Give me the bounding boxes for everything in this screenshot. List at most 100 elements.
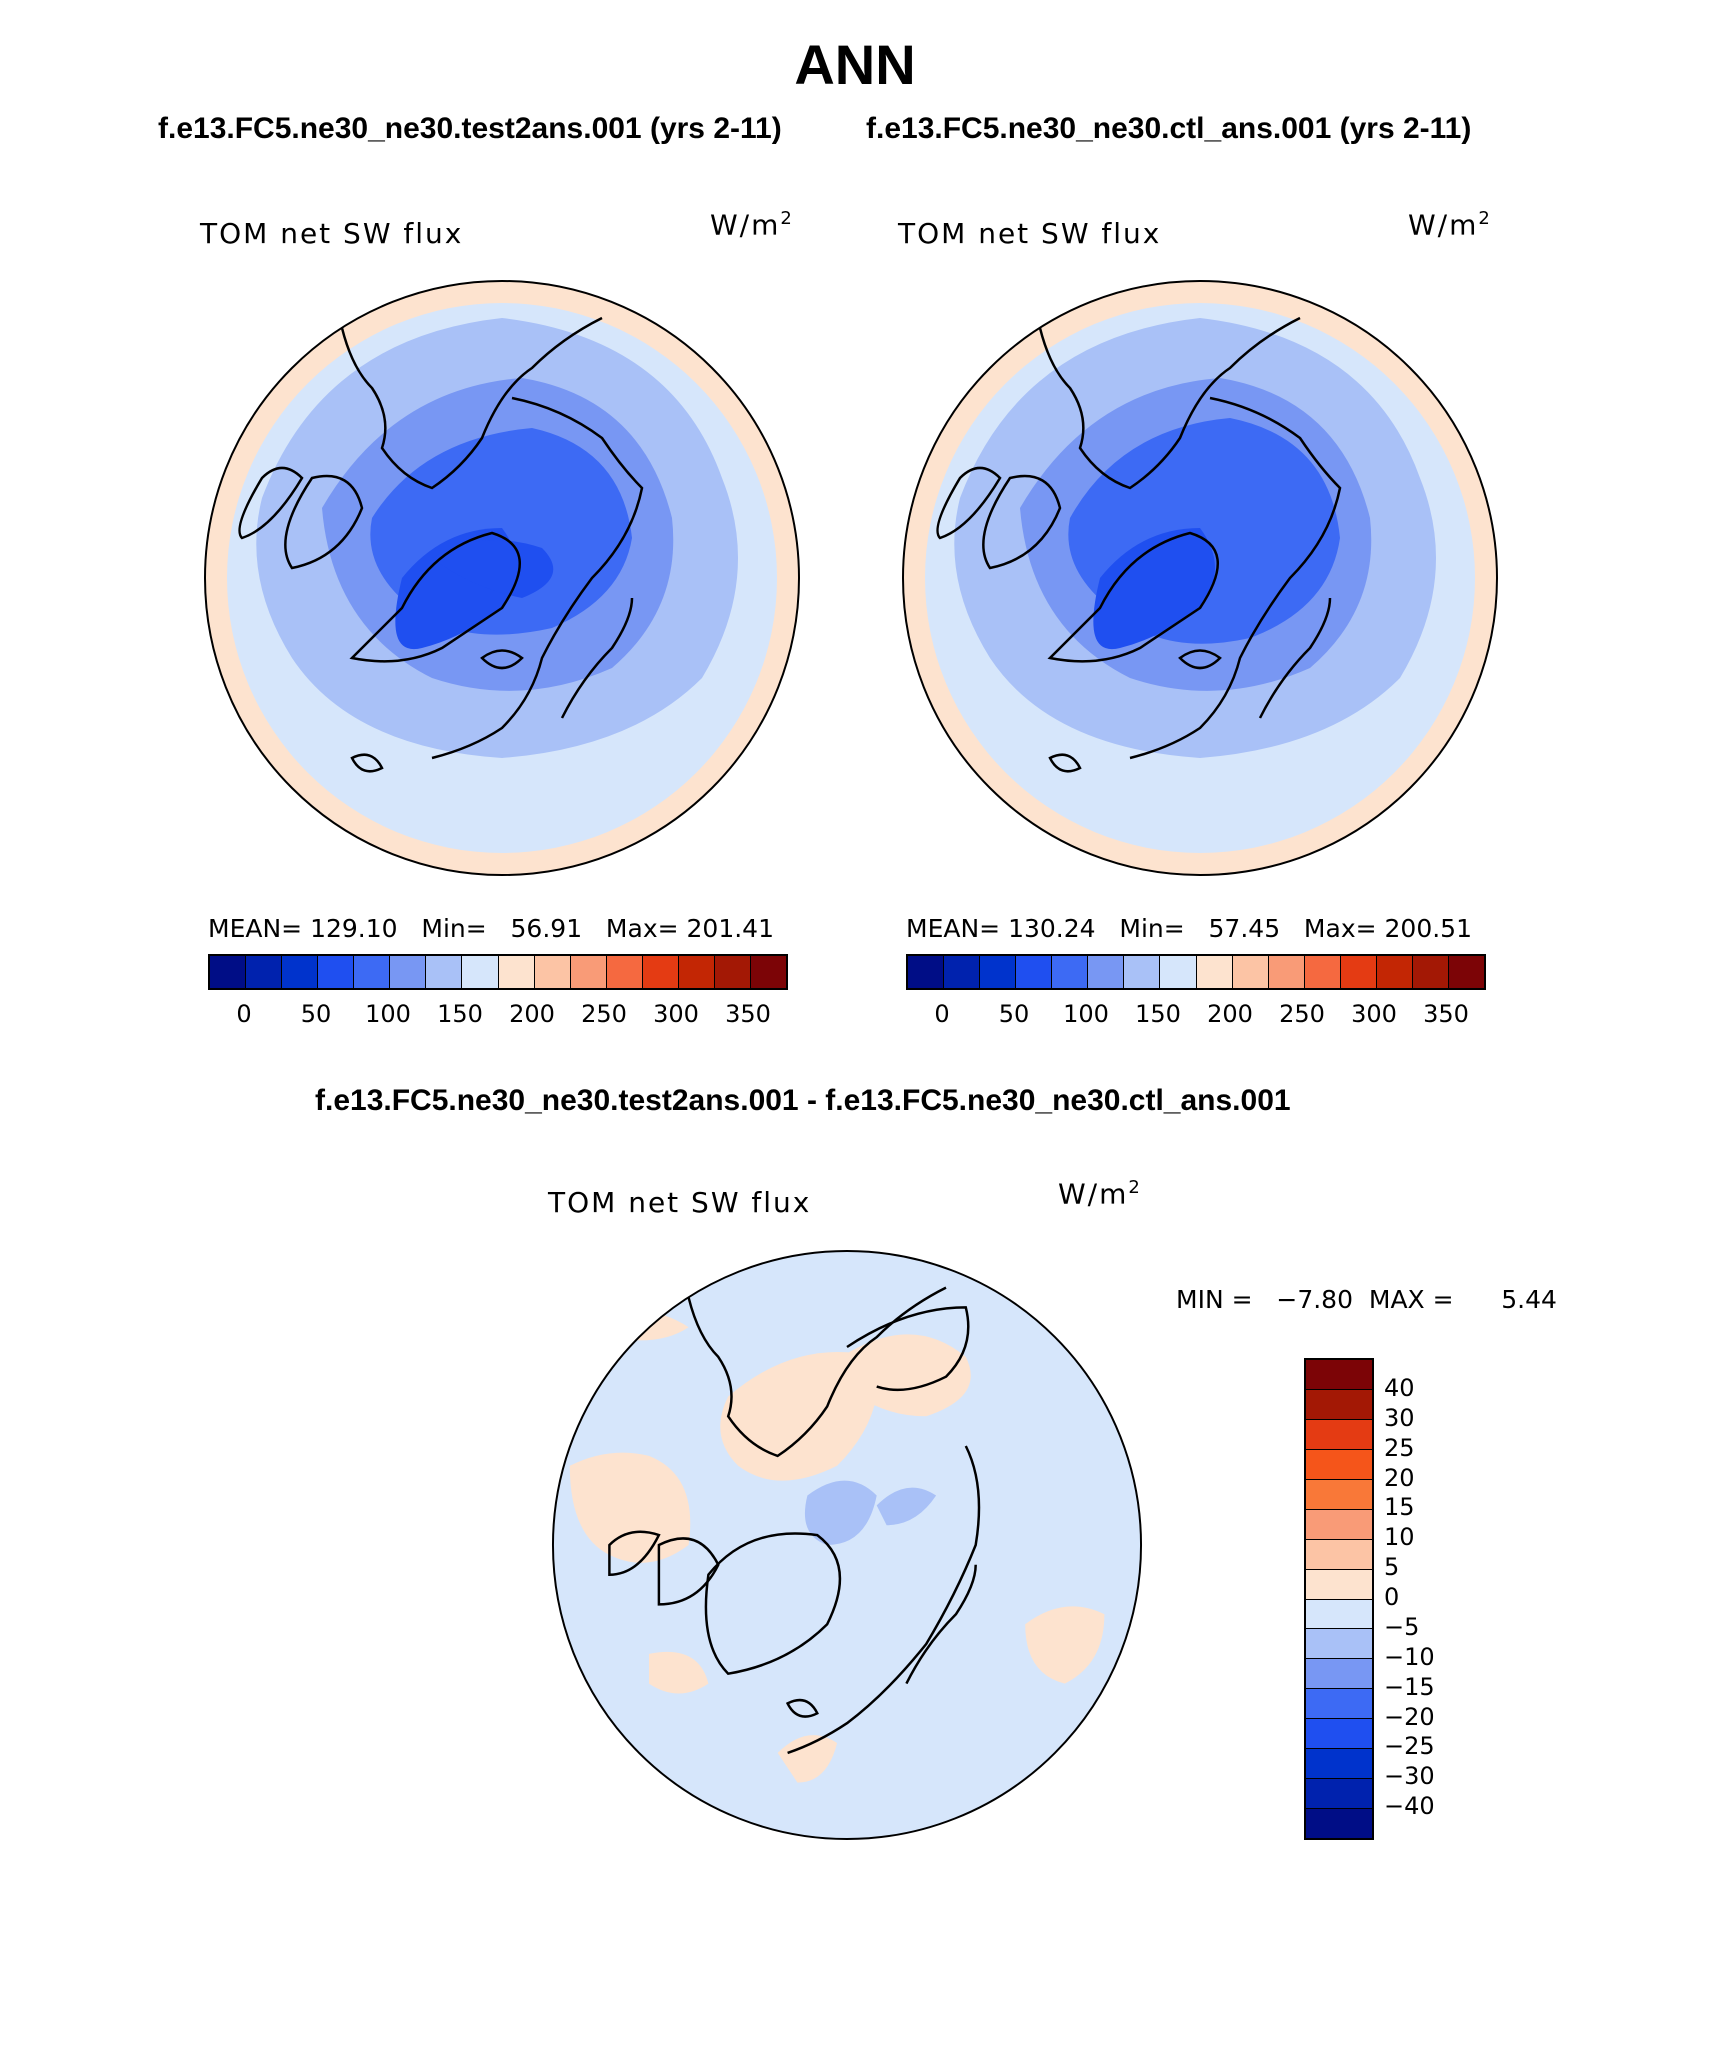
colorbar-cell — [1306, 1360, 1372, 1390]
positive-region — [827, 1334, 971, 1417]
colorbar-tick-label: 200 — [1207, 1000, 1253, 1028]
units-base: W/m — [710, 208, 781, 242]
colorbar-tick-label: 50 — [998, 1000, 1030, 1028]
stats-ctl: MEAN= 130.24 Min= 57.45 Max= 200.51 — [906, 914, 1472, 943]
colorbar-cell — [1306, 1629, 1372, 1660]
colorbar-tick-label: 300 — [653, 1000, 699, 1028]
greenland-deep — [1093, 528, 1215, 650]
subtitle-ctl: f.e13.FC5.ne30_ne30.ctl_ans.001 (yrs 2-1… — [866, 112, 1472, 145]
colorbar-cell — [1306, 1509, 1372, 1540]
colorbar-cell — [1160, 956, 1197, 988]
colorbar-cell — [1306, 1569, 1372, 1600]
positive-region — [649, 1651, 709, 1694]
colorbar-tick-label: 300 — [1351, 1000, 1397, 1028]
colorbar-tick-label: 150 — [1135, 1000, 1181, 1028]
polar-map-test — [204, 280, 800, 876]
variable-label-ctl: TOM net SW flux — [898, 217, 1162, 250]
colorbar-cell — [1306, 1479, 1372, 1510]
colorbar-tick-label: 150 — [437, 1000, 483, 1028]
stats-test: MEAN= 129.10 Min= 56.91 Max= 201.41 — [208, 914, 774, 943]
units-exponent: 2 — [1128, 1177, 1142, 1198]
colorbar-cell — [1088, 956, 1125, 988]
colorbar-cell — [750, 956, 786, 988]
colorbar-tick-label: 100 — [1063, 1000, 1109, 1028]
colorbar-cell — [426, 956, 463, 988]
map-border — [204, 280, 800, 876]
map-border — [551, 1249, 1143, 1841]
negative-region — [804, 1480, 877, 1545]
colorbar-cell — [210, 956, 247, 988]
colorbar-tick-label: −5 — [1384, 1612, 1420, 1641]
colorbar-cell — [1306, 1749, 1372, 1780]
units-exponent: 2 — [780, 208, 794, 229]
coastlines — [608, 1286, 981, 1755]
polar-map-diff — [551, 1249, 1143, 1841]
colorbar-tick-label: −15 — [1384, 1672, 1435, 1701]
coastlines — [238, 316, 644, 773]
colorbar-cell — [908, 956, 945, 988]
colorbar-cell — [714, 956, 751, 988]
variable-label-diff: TOM net SW flux — [548, 1186, 812, 1219]
colorbar-cell — [980, 956, 1017, 988]
colorbar-cell — [1306, 1419, 1372, 1450]
colorbar-cell — [1306, 1449, 1372, 1480]
variable-label-test: TOM net SW flux — [200, 217, 464, 250]
colorbar-tick-label: −20 — [1384, 1702, 1435, 1731]
colorbar-tick-label: 250 — [581, 1000, 627, 1028]
subtitle-diff: f.e13.FC5.ne30_ne30.test2ans.001 - f.e13… — [315, 1084, 1291, 1117]
positive-region — [1025, 1606, 1105, 1684]
colorbar-cell — [1016, 956, 1053, 988]
colorbar-ctl — [906, 954, 1486, 990]
colorbar-cell — [1448, 956, 1484, 988]
colorbar-cell — [354, 956, 391, 988]
colorbar-cell — [1232, 956, 1269, 988]
colorbar-cell — [944, 956, 981, 988]
colorbar-cell — [246, 956, 283, 988]
colorbar-cell — [1306, 1779, 1372, 1810]
colorbar-cell — [1306, 1809, 1372, 1838]
colorbar-tick-label: −10 — [1384, 1642, 1435, 1671]
units-label-ctl: W/m2 — [1408, 208, 1492, 241]
colorbar-ticks-test: 0 50 100 150 200 250 300 350 — [208, 1000, 784, 1030]
polar-map-ctl — [902, 280, 1498, 876]
colorbar-tick-label: 5 — [1384, 1553, 1400, 1582]
colorbar-cell — [1268, 956, 1305, 988]
colorbar-tick-label: 20 — [1384, 1463, 1415, 1492]
colorbar-ticks-diff: 40 30 25 20 15 10 5 0 −5 −10 −15 −20 −25 −30 −40 — [1384, 1358, 1464, 1836]
colorbar-tick-label: 50 — [300, 1000, 332, 1028]
colorbar-cell — [462, 956, 499, 988]
colorbar-tick-label: 25 — [1384, 1433, 1415, 1462]
colorbar-tick-label: 350 — [725, 1000, 771, 1028]
positive-region — [777, 1735, 838, 1783]
colorbar-test — [208, 954, 788, 990]
colorbar-cell — [282, 956, 319, 988]
deep-core — [432, 540, 554, 598]
colorbar-cell — [678, 956, 715, 988]
colorbar-tick-label: 200 — [509, 1000, 555, 1028]
colorbar-tick-label: 0 — [1384, 1583, 1400, 1611]
colorbar-tick-label: 0 — [934, 1000, 950, 1028]
colorbar-cell — [606, 956, 643, 988]
colorbar-cell — [390, 956, 427, 988]
colorbar-tick-label: 30 — [1384, 1403, 1415, 1432]
colorbar-tick-label: 100 — [365, 1000, 411, 1028]
colorbar-tick-label: 0 — [236, 1000, 252, 1028]
negative-region — [876, 1487, 937, 1526]
figure-title: ANN — [794, 33, 916, 96]
units-label-diff: W/m2 — [1058, 1177, 1142, 1210]
colorbar-cell — [1306, 1389, 1372, 1420]
colorbar-cell — [1340, 956, 1377, 988]
colorbar-cell — [534, 956, 571, 988]
colorbar-cell — [1306, 1599, 1372, 1630]
colorbar-tick-label: 40 — [1384, 1373, 1415, 1402]
stats-diff: MIN = −7.80 MAX = 5.44 — [1176, 1285, 1557, 1314]
colorbar-cell — [1304, 956, 1341, 988]
units-base: W/m — [1058, 1177, 1129, 1211]
colorbar-tick-label: −25 — [1384, 1732, 1435, 1761]
subtitle-test: f.e13.FC5.ne30_ne30.test2ans.001 (yrs 2-… — [158, 112, 782, 145]
colorbar-cell — [1306, 1689, 1372, 1720]
colorbar-ticks-ctl: 0 50 100 150 200 250 300 350 — [906, 1000, 1482, 1030]
colorbar-tick-label: 15 — [1384, 1493, 1415, 1522]
colorbar-cell — [318, 956, 355, 988]
units-exponent: 2 — [1478, 208, 1492, 229]
